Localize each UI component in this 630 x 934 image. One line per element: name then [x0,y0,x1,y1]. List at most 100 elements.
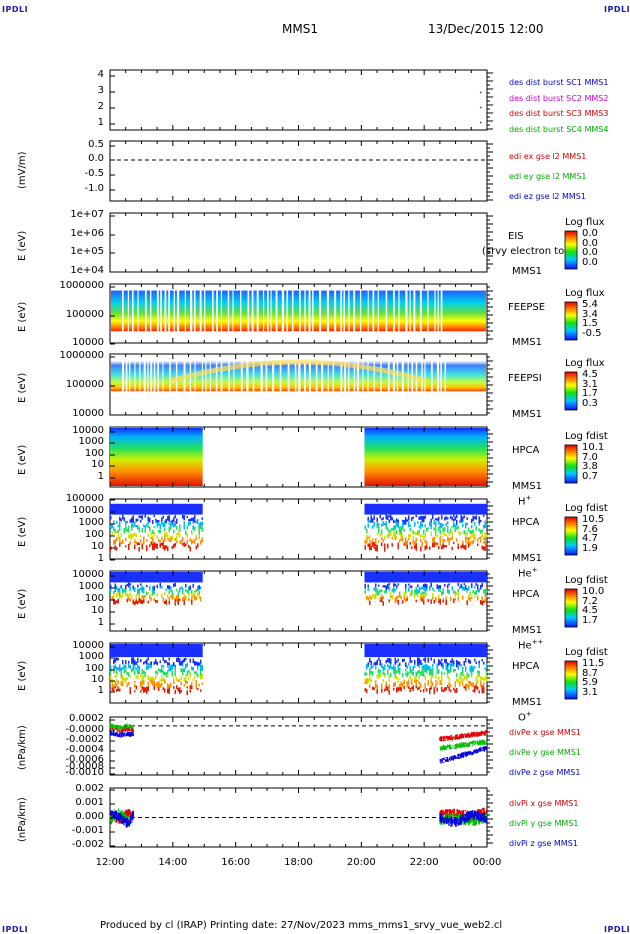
data-gap [173,290,175,332]
speckle [113,526,115,530]
speckle [125,660,127,665]
speckle [141,586,143,591]
speckle [146,547,148,552]
speckle [446,521,449,525]
speckle [443,658,446,663]
speckle [482,541,485,544]
speckle [464,532,467,538]
speckle [186,680,188,685]
speckle [123,677,125,682]
speckle [422,597,425,600]
speckle [183,600,185,605]
data-gap [356,360,360,392]
speckle [410,671,413,675]
speckle [144,514,146,518]
speckle [132,599,134,605]
speckle [409,585,411,588]
speckle [116,669,118,674]
speckle [200,664,202,669]
speckle [113,684,115,689]
speckle [416,584,419,587]
speckle [424,583,426,588]
speckle [116,585,118,591]
spectrogram-speckle-hpca_o [110,657,203,696]
speckle [370,660,372,666]
speckle [478,663,480,667]
data-gap [319,290,322,332]
speckle [406,544,408,550]
speckle [131,523,133,528]
speckle [403,680,405,683]
speckle [128,596,130,601]
speckle [110,678,112,683]
datetime-title: 13/Dec/2015 12:00 [428,22,544,36]
speckle [150,593,152,596]
speckle [110,591,112,594]
speckle [419,535,422,538]
speckle [140,598,142,604]
data-gap [275,290,278,332]
speckle [129,519,131,523]
speckle [117,667,119,670]
speckle [484,597,486,603]
colorbar-title-hpca_o: Log fdist [565,647,608,658]
speckle [198,662,200,666]
speckle [482,589,485,593]
speckle [132,524,134,528]
speckle [467,659,470,664]
speckle [415,542,417,547]
speckle [422,670,425,674]
speckle [446,662,449,668]
speckle [161,683,163,687]
speckle [421,585,423,590]
speckle [397,545,399,550]
speckle [380,688,383,693]
speckle [464,522,467,527]
y-tick-label-hpca_he1: 100 [84,529,104,540]
speckle [442,527,444,532]
speckle [117,529,119,533]
speckle [170,525,172,530]
speckle [168,522,170,525]
speckle [156,600,158,603]
speckle [156,594,158,597]
speckle [189,689,191,692]
speckle [368,668,371,674]
speckle [469,597,471,602]
speckle [464,544,467,549]
speckle [467,586,470,591]
speckle [376,589,378,592]
speckle [446,528,449,533]
speckle [159,530,161,534]
y-tick-label-hpca_o: 100 [84,663,104,674]
speckle [416,679,419,682]
speckle [376,662,378,665]
speckle [451,517,453,521]
speckle [376,591,378,596]
speckle [111,681,113,686]
speckle [376,517,378,522]
speckle [385,514,387,519]
speckle [177,591,179,596]
speckle [445,596,447,599]
colorbar-hpca_h [564,444,578,484]
speckle [428,669,431,672]
speckle [132,515,134,520]
speckle [409,666,411,671]
speckle [481,685,483,691]
speckle [418,516,420,520]
speckle [191,682,193,687]
speckle [452,668,455,672]
speckle [182,670,184,676]
speckle [135,594,137,600]
speckle [135,541,137,545]
data-gap [128,360,131,392]
colorbar-value-feepse: 1.5 [582,318,598,329]
speckle [418,686,420,690]
speckle [410,681,413,685]
speckle [388,582,390,586]
speckle [371,671,374,676]
y-axis-label-hpca_h: E (eV) [17,444,28,475]
speckle [440,535,443,538]
y-tick-label-feepse: 100000 [65,309,104,320]
